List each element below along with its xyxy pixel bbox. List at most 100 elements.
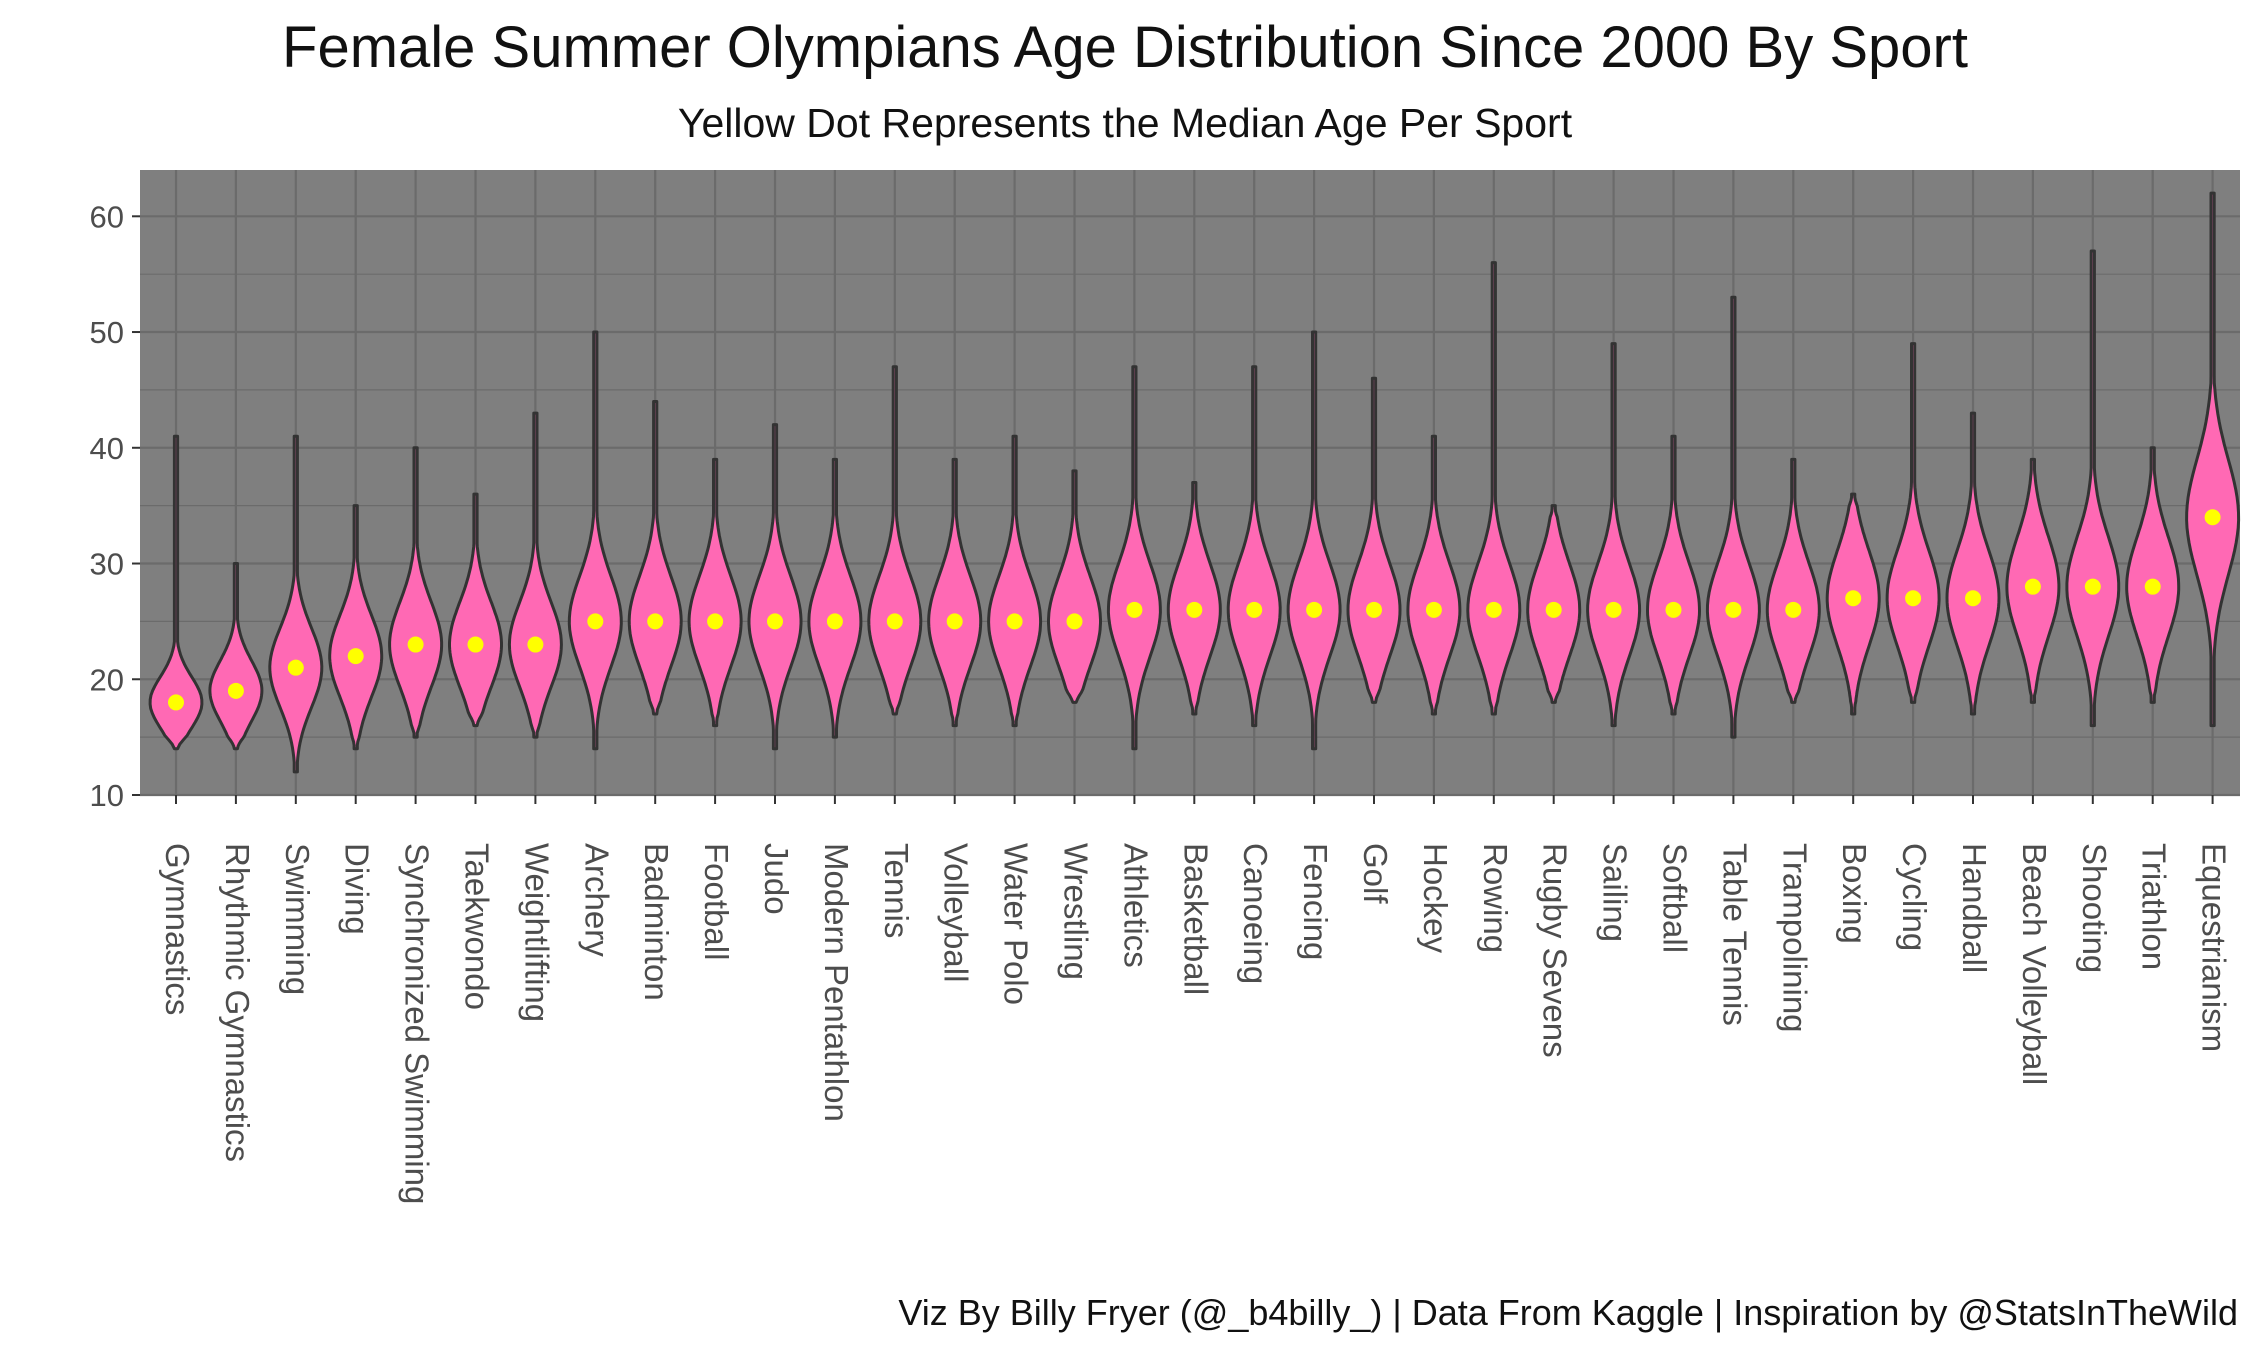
median-dots — [168, 509, 2221, 711]
violin-rowing — [1466, 261, 1522, 716]
x-tick-label: Beach Volleyball — [2016, 843, 2053, 1085]
chart-subtitle: Yellow Dot Represents the Median Age Per… — [677, 100, 1573, 146]
x-tick-label: Rugby Sevens — [1537, 843, 1574, 1058]
violin-athletics — [1106, 365, 1162, 751]
violin-equestrianism — [2185, 191, 2241, 728]
violin-golf — [1346, 376, 1402, 704]
violin-canoeing — [1226, 365, 1282, 728]
x-tick-label: Cycling — [1896, 843, 1933, 951]
violin-archery — [567, 330, 623, 751]
median-dot — [347, 648, 364, 665]
violin-hockey — [1406, 434, 1462, 716]
median-dot — [407, 636, 424, 653]
median-dot — [1545, 601, 1562, 618]
x-tick-label: Weightlifting — [518, 843, 555, 1022]
x-tick-label: Football — [698, 843, 735, 960]
median-dot — [647, 613, 664, 630]
violin-badminton — [627, 400, 683, 716]
violins — [148, 191, 2241, 774]
x-tick-label: Softball — [1657, 843, 1694, 953]
violin-shooting — [2065, 249, 2121, 728]
chart-caption: Viz By Billy Fryer (@_b4billy_) | Data F… — [898, 1292, 2238, 1333]
x-tick-label: Sailing — [1597, 843, 1634, 942]
median-dot — [1306, 601, 1323, 618]
median-dot — [1485, 601, 1502, 618]
median-dot — [886, 613, 903, 630]
median-dot — [1605, 601, 1622, 618]
violin-taekwondo — [448, 492, 503, 728]
median-dot — [2024, 578, 2041, 595]
violin-water-polo — [987, 434, 1043, 728]
x-tick-label: Hockey — [1417, 843, 1454, 954]
y-tick-label: 60 — [90, 199, 124, 234]
median-dot — [2204, 509, 2221, 526]
x-tick-label: Diving — [339, 843, 376, 935]
median-dot — [1066, 613, 1083, 630]
y-tick-label: 50 — [90, 315, 124, 350]
violin-cycling — [1885, 342, 1941, 704]
violin-sailing — [1586, 342, 1642, 728]
median-dot — [227, 682, 244, 699]
violin-diving — [328, 504, 384, 751]
violin-judo — [747, 423, 803, 751]
x-tick-label: Archery — [578, 843, 615, 957]
violin-softball — [1646, 434, 1701, 716]
violin-football — [687, 457, 743, 728]
violin-weightlifting — [507, 411, 563, 739]
median-dot — [168, 694, 184, 711]
violin-swimming — [268, 434, 324, 774]
median-dot — [1366, 601, 1382, 618]
y-tick-label: 20 — [90, 662, 124, 697]
x-tick-label: Shooting — [2076, 843, 2113, 973]
median-dot — [1186, 601, 1203, 618]
median-dot — [1665, 601, 1682, 618]
x-tick-label: Rhythmic Gymnastics — [219, 843, 256, 1162]
x-tick-label: Boxing — [1836, 843, 1873, 944]
y-tick-label: 40 — [90, 431, 124, 466]
x-tick-label: Triathlon — [2136, 843, 2173, 970]
violin-rhythmic-gymnastics — [208, 562, 264, 751]
median-dot — [1965, 590, 1981, 607]
median-dot — [467, 636, 484, 653]
x-tick-label: Water Polo — [998, 843, 1035, 1005]
x-tick-label: Tennis — [878, 843, 915, 938]
x-tick-label: Equestrianism — [2196, 843, 2233, 1052]
x-tick-label: Fencing — [1297, 843, 1334, 960]
violin-volleyball — [927, 457, 983, 728]
violin-synchronized-swimming — [388, 446, 444, 739]
x-tick-label: Handball — [1956, 843, 1993, 973]
x-tick-label: Basketball — [1177, 843, 1214, 995]
median-dot — [1905, 590, 1922, 607]
median-dot — [1425, 601, 1442, 618]
median-dot — [587, 613, 604, 630]
x-tick-label: Canoeing — [1237, 843, 1274, 984]
median-dot — [2084, 578, 2101, 595]
violin-gymnastics — [148, 434, 204, 751]
violin-basketball — [1166, 481, 1222, 716]
violin-modern-pentathlon — [807, 457, 863, 739]
violin-trampolining — [1765, 457, 1821, 704]
y-tick-label: 30 — [90, 547, 124, 582]
x-tick-label: Gymnastics — [159, 843, 196, 1015]
x-tick-label: Volleyball — [938, 843, 975, 982]
x-tick-label: Athletics — [1117, 843, 1154, 968]
violin-fencing — [1286, 330, 1342, 751]
violin-handball — [1945, 411, 2001, 716]
x-axis: Gymnastics Rhythmic Gymnastics Swimming Div… — [159, 795, 2233, 1204]
violin-table-tennis — [1705, 295, 1761, 739]
median-dot — [1006, 613, 1023, 630]
x-tick-label: Synchronized Swimming — [399, 843, 436, 1204]
violin-tennis — [867, 365, 923, 716]
violin-wrestling — [1047, 469, 1102, 704]
x-tick-label: Table Tennis — [1716, 843, 1753, 1026]
median-dot — [707, 613, 724, 630]
x-tick-label: Judo — [758, 843, 795, 915]
x-tick-label: Modern Pentathlon — [818, 843, 855, 1122]
x-tick-label: Swimming — [279, 843, 316, 995]
x-tick-label: Wrestling — [1058, 843, 1095, 980]
x-tick-label: Badminton — [638, 843, 675, 1001]
median-dot — [1785, 601, 1802, 618]
violin-triathlon — [2125, 446, 2181, 704]
x-tick-label: Taekwondo — [459, 843, 496, 1010]
